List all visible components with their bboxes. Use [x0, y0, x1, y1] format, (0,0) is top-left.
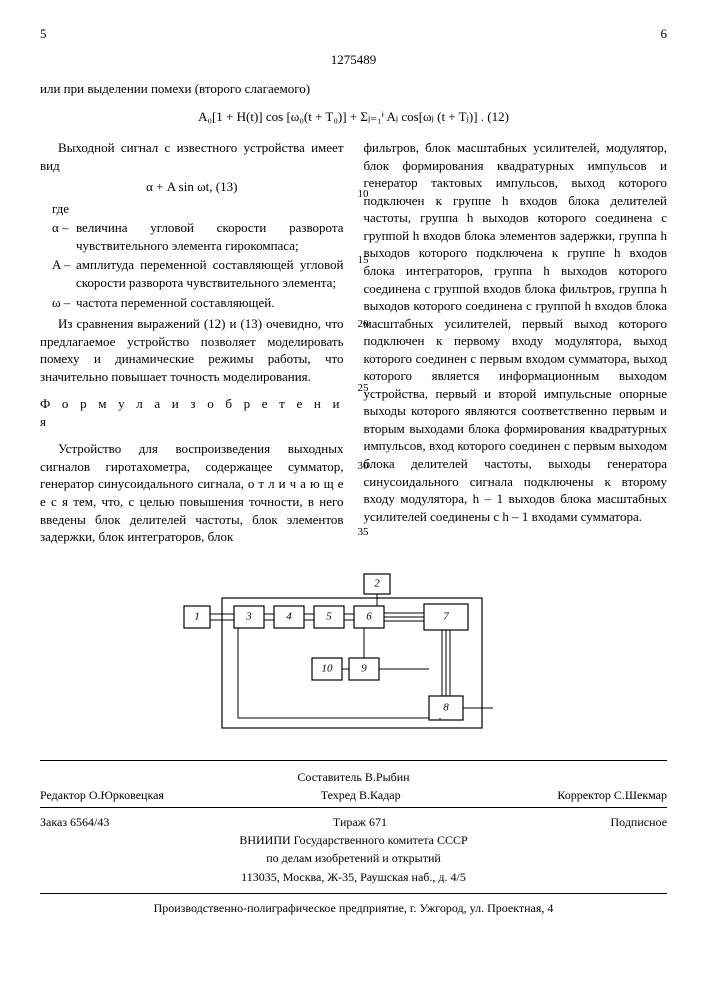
- order: Заказ 6564/43: [40, 814, 109, 830]
- svg-text:1: 1: [194, 610, 200, 622]
- formula-13: α + A sin ωt, (13): [40, 178, 344, 196]
- def-sym: ω –: [52, 294, 76, 312]
- corrector: Корректор С.Шекмар: [557, 787, 667, 803]
- where-block: где α – величина угловой скорости развор…: [52, 200, 344, 311]
- compiler: Составитель В.Рыбин: [40, 769, 667, 785]
- svg-text:2: 2: [374, 577, 380, 589]
- addr: 113035, Москва, Ж-35, Раушская наб., д. …: [40, 869, 667, 885]
- editor: Редактор О.Юрковецкая: [40, 787, 164, 803]
- podpis: Подписное: [611, 814, 668, 830]
- col2-p1: фильтров, блок масштабных усилителей, мо…: [364, 139, 668, 525]
- org2: по делам изобретений и открытий: [40, 850, 667, 866]
- techred: Техред В.Кадар: [321, 787, 401, 803]
- def-row: ω – частота переменной составляющей.: [52, 294, 344, 312]
- printer-line: Производственно-полиграфическое предприя…: [40, 900, 667, 916]
- two-column-body: Выходной сигнал с известного устройства …: [40, 139, 667, 549]
- def-row: A – амплитуда переменной составляющей уг…: [52, 256, 344, 291]
- column-left: Выходной сигнал с известного устройства …: [40, 139, 344, 549]
- page-header: 5 6: [40, 25, 667, 43]
- def-sym: A –: [52, 256, 76, 291]
- page-right: 6: [661, 25, 668, 43]
- column-right: фильтров, блок масштабных усилителей, мо…: [364, 139, 668, 549]
- col1-p3: Устройство для воспроизведения выходных …: [40, 440, 344, 545]
- svg-text:9: 9: [361, 662, 367, 674]
- svg-text:6: 6: [366, 610, 372, 622]
- formula-12: A₀[1 + H(t)] cos [ω₀(t + T₀)] + Σⱼ₌₁ⁱ Aⱼ…: [40, 108, 667, 126]
- org1: ВНИИПИ Государственного комитета СССР: [40, 832, 667, 848]
- footer-block: Составитель В.Рыбин Редактор О.Юрковецка…: [40, 760, 667, 894]
- def-txt: амплитуда переменной составляющей углово…: [76, 256, 344, 291]
- svg-text:8: 8: [443, 701, 449, 713]
- svg-text:7: 7: [443, 610, 449, 622]
- intro-text: или при выделении помехи (второго слагае…: [40, 80, 667, 98]
- col1-p2: Из сравнения выражений (12) и (13) очеви…: [40, 315, 344, 385]
- svg-text:10: 10: [321, 662, 333, 674]
- block-diagram: 1 2 3 4 5 6 7 8 9 10: [174, 568, 534, 748]
- svg-text:4: 4: [286, 610, 292, 622]
- formula-section-title: Ф о р м у л а и з о б р е т е н и я: [40, 395, 344, 430]
- def-txt: частота переменной составляющей.: [76, 294, 344, 312]
- def-txt: величина угловой скорости разворота чувс…: [76, 219, 344, 254]
- page-left: 5: [40, 25, 47, 43]
- col1-p1: Выходной сигнал с известного устройства …: [40, 139, 344, 174]
- tirazh: Тираж 671: [333, 814, 387, 830]
- svg-text:3: 3: [245, 610, 252, 622]
- patent-number: 1275489: [40, 51, 667, 69]
- def-row: α – величина угловой скорости разворота …: [52, 219, 344, 254]
- where-label: где: [52, 200, 76, 218]
- svg-text:5: 5: [326, 610, 332, 622]
- def-sym: α –: [52, 219, 76, 254]
